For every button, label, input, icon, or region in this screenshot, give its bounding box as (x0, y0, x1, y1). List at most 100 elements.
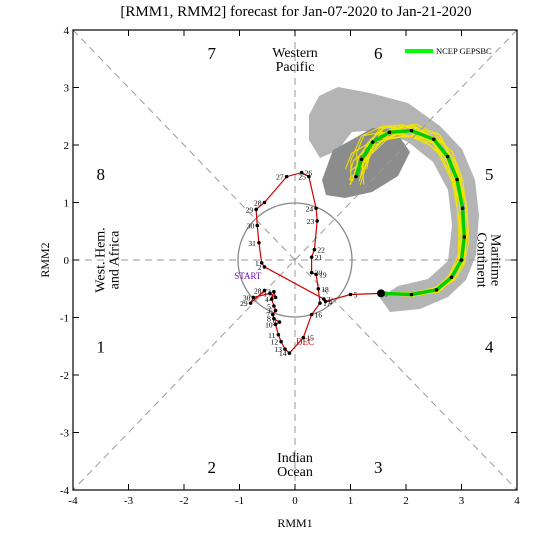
observed-day-label: 4 (265, 295, 269, 304)
observed-point (254, 207, 258, 212)
observed-point (287, 351, 292, 355)
observed-day-label: 19 (319, 270, 327, 279)
region-label-line: West. Hem. (93, 227, 108, 292)
y-axis-label: RMM2 (38, 242, 52, 277)
observed-day-label: 3 (267, 288, 271, 297)
observed-point (316, 286, 321, 291)
observed-point (348, 292, 353, 297)
x-tick-label: 3 (459, 495, 465, 507)
observed-point (318, 301, 322, 305)
y-tick-label: -3 (60, 428, 70, 440)
phase-number: 1 (97, 337, 106, 356)
y-tick-label: 4 (64, 25, 70, 37)
chart-title: [RMM1, RMM2] forecast for Jan-07-2020 to… (120, 4, 471, 20)
x-tick-label: 2 (403, 495, 409, 507)
observed-point (314, 272, 318, 277)
x-tick-label: 4 (514, 495, 520, 507)
phase-number: 4 (485, 337, 494, 356)
observed-point (273, 308, 278, 313)
ensemble-mean-point (445, 154, 450, 159)
observed-day-label: 4 (329, 297, 333, 306)
region-label: West. Hem. and Africa (93, 227, 122, 292)
observed-day-label: 11 (268, 331, 275, 340)
observed-day-label: 2 (258, 263, 262, 272)
observed-point (273, 322, 278, 327)
observed-point (272, 289, 276, 294)
region-label-line: Pacific (276, 60, 315, 75)
observed-day-label: 9 (273, 318, 277, 327)
x-tick-label: -2 (179, 495, 188, 507)
observed-point (262, 288, 267, 293)
observed-day-label: 24 (306, 204, 314, 213)
observed-point (262, 265, 267, 269)
observed-point (277, 320, 282, 324)
region-label-line: and Africa (107, 230, 122, 289)
observed-day-label: 6 (269, 307, 273, 316)
observed-point (307, 174, 311, 179)
x-tick-label: 1 (348, 495, 354, 507)
observed-day-label: 20 (315, 269, 323, 278)
legend-label: NCEP GEPSBC (436, 46, 492, 56)
observed-track: 2829301234567891011121314151617181920212… (240, 169, 388, 359)
annotation-label: START (234, 271, 262, 281)
x-tick-label: -4 (68, 495, 78, 507)
observed-day-label: 22 (317, 246, 325, 255)
ensemble-member-line (361, 125, 464, 296)
observed-point (272, 316, 276, 321)
legend: NCEP GEPSBC (405, 46, 492, 56)
observed-day-label: 16 (315, 311, 323, 320)
observed-day-label: 30 (243, 293, 251, 302)
observed-point (269, 297, 274, 301)
observed-day-label: 8 (267, 315, 271, 324)
observed-day-label: 15 (306, 334, 314, 343)
observed-point (284, 174, 289, 179)
region-label-line: Indian (277, 451, 313, 466)
region-label-line: Maritime (487, 234, 502, 286)
ensemble-mean-point (462, 235, 467, 239)
ensemble-mean-point (455, 177, 459, 182)
observed-point (268, 291, 272, 296)
y-tick-label: 1 (64, 198, 70, 210)
y-tick-label: -4 (60, 485, 70, 497)
diagonal-divider (72, 29, 518, 491)
observed-day-label: 21 (315, 253, 323, 262)
observed-day-label: 17 (323, 299, 331, 308)
region-label-line: Western (272, 46, 318, 61)
observed-day-label: 3 (327, 295, 331, 304)
observed-day-label: 31 (248, 239, 256, 248)
phase-number: 7 (208, 44, 217, 63)
observed-point (271, 312, 275, 317)
phase-number: 5 (485, 165, 494, 184)
observed-day-label: 13 (275, 345, 283, 354)
observed-point (312, 247, 317, 252)
observed-point (279, 339, 283, 344)
region-label-line: Continent (473, 232, 488, 287)
phase-number: 8 (97, 165, 106, 184)
y-tick-label: 0 (64, 255, 70, 267)
observed-point (309, 312, 314, 317)
observed-day-label: 7 (266, 311, 270, 320)
ensemble-mean-point (409, 292, 414, 297)
observed-day-label: 1 (263, 289, 267, 298)
ensemble-mean-point (409, 128, 414, 133)
x-tick-label: -3 (124, 495, 134, 507)
observed-point (251, 295, 256, 300)
y-tick-label: 2 (64, 140, 70, 152)
observed-day-label: 10 (265, 320, 273, 329)
region-label-line: Ocean (277, 465, 313, 480)
unit-circle (237, 202, 353, 318)
x-tick-label: -1 (235, 495, 244, 507)
observed-day-label: 29 (240, 299, 248, 308)
observed-day-label: 5 (267, 302, 271, 311)
observed-day-label: 18 (321, 285, 329, 294)
observed-day-label: 27 (276, 173, 284, 182)
observed-point (314, 206, 318, 211)
observed-point (309, 270, 314, 275)
observed-point (248, 301, 253, 305)
observed-point (299, 170, 304, 175)
observed-day-label: 1 (255, 259, 259, 268)
